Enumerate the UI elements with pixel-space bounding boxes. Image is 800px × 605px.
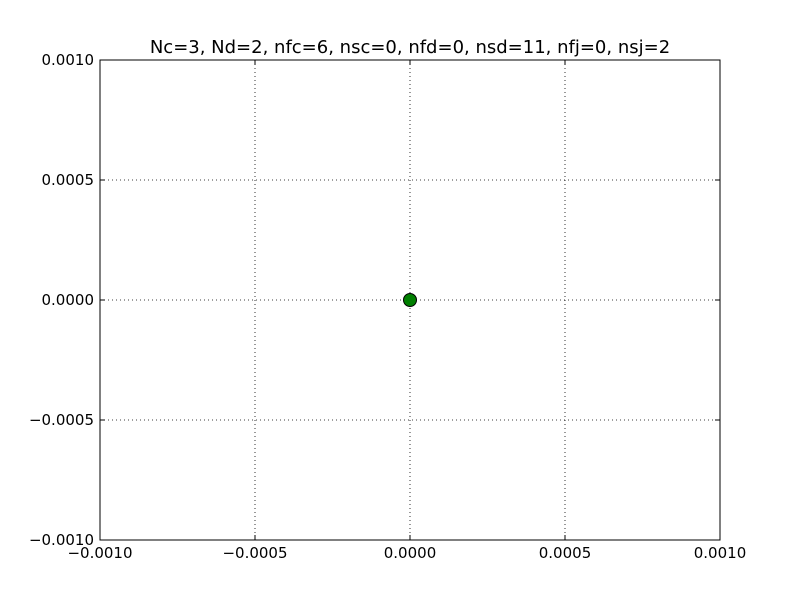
chart-title: Nc=3, Nd=2, nfc=6, nsc=0, nfd=0, nsd=11,… — [150, 37, 670, 58]
y-tick-label: 0.0010 — [42, 51, 95, 69]
x-tick-label: 0.0010 — [694, 544, 747, 562]
plot-frame — [99, 59, 721, 541]
x-tick-label: 0.0005 — [539, 544, 592, 562]
y-tick-label: −0.0005 — [29, 411, 94, 429]
y-tick-label: 0.0000 — [42, 291, 95, 309]
tick-labels: −0.0010 −0.0005 0.0000 0.0005 0.0010 −0.0010 −… — [29, 51, 746, 562]
grid — [100, 60, 720, 540]
data-points — [403, 293, 417, 307]
x-tick-label: 0.0000 — [384, 544, 437, 562]
y-tick-label: −0.0010 — [29, 531, 94, 549]
y-tick-label: 0.0005 — [42, 171, 95, 189]
x-tick-label: −0.0010 — [67, 544, 132, 562]
x-tick-label: −0.0005 — [222, 544, 287, 562]
scatter-point — [403, 293, 417, 307]
